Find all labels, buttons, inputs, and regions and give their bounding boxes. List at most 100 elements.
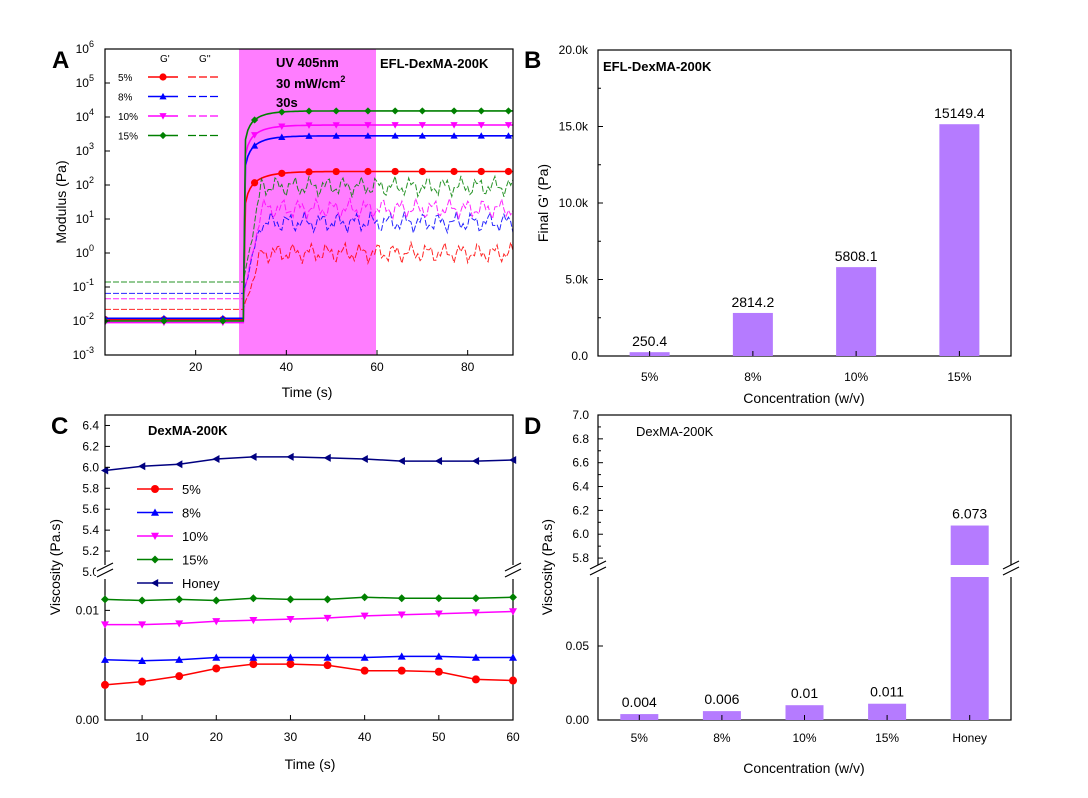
uv-exposure-region — [239, 49, 376, 355]
x-axis-title-d: Concentration (w/v) — [743, 760, 864, 776]
bar-Honey — [950, 525, 989, 720]
point-5% — [323, 661, 332, 670]
legend-c: 5% 8% 10% 15% Honey — [137, 482, 220, 591]
line-10% — [105, 610, 514, 626]
g-prime-point — [504, 167, 513, 176]
g-prime-point — [305, 132, 313, 139]
g-prime-point — [305, 168, 313, 176]
legend-marker-8% — [151, 508, 159, 516]
point-15% — [323, 595, 332, 604]
y-tick-label: 104 — [76, 107, 94, 124]
x-tick-label: 80 — [461, 360, 475, 374]
point-Honey — [397, 457, 405, 466]
y-tick-base: 10 — [76, 76, 90, 90]
panel-b: B 250.4 5% 2814.2 8% 5808.1 10% 15149.4 15% 0.0… — [524, 43, 1012, 406]
chart-title-a: EFL-DexMA-200K — [380, 56, 489, 71]
y-tick-exponent: -3 — [86, 345, 94, 355]
legend-marker-10% — [151, 532, 159, 540]
point-10% — [434, 610, 443, 618]
y-tick-exponent: 2 — [89, 175, 94, 185]
legend-label-5%: 5% — [118, 73, 133, 84]
x-ticks-c: 10 20 30 40 50 60 — [135, 715, 520, 744]
y-ticks-c: 5.0 5.2 5.4 5.6 5.8 6.0 6.2 6.4 0.00 0.01 — [76, 418, 110, 727]
g-prime-point — [418, 122, 426, 129]
y-tick-exponent: 6 — [89, 39, 94, 49]
legend-label-Honey: Honey — [182, 576, 220, 591]
y-tick-label: 6.2 — [82, 439, 99, 453]
legend-marker-15% — [151, 555, 159, 564]
chart-title-b: EFL-DexMA-200K — [603, 59, 712, 74]
g-prime-point — [364, 107, 372, 115]
uv-label-line1: UV 405nm — [276, 55, 339, 70]
point-15% — [249, 594, 258, 603]
y-tick-exponent: 5 — [89, 73, 94, 83]
point-10% — [101, 621, 109, 629]
point-Honey — [323, 453, 331, 462]
y-tick-label: 103 — [76, 141, 94, 158]
y-tick-label: 6.8 — [572, 432, 589, 446]
y-tick-label: 6.4 — [82, 418, 99, 432]
point-8% — [175, 655, 184, 663]
point-Honey — [138, 462, 146, 471]
g-prime-point — [477, 122, 485, 129]
g-prime-point — [160, 317, 168, 325]
g-prime-point — [450, 167, 458, 176]
point-10% — [360, 612, 369, 620]
g-prime-point — [364, 132, 372, 139]
point-5% — [175, 672, 184, 681]
point-8% — [212, 653, 221, 661]
bars-d: 0.004 5% 0.006 8% 0.01 10% 0.011 15% 6.073 Honey — [620, 506, 989, 745]
y-tick-base: 10 — [76, 246, 90, 260]
legend-marker-gprime — [159, 113, 167, 120]
g-prime-point — [251, 142, 259, 149]
point-10% — [397, 611, 406, 619]
x-tick-label: 15% — [875, 731, 899, 745]
y-axis-title-b: Final G' (Pa) — [535, 164, 551, 242]
viscosity-lines — [101, 452, 517, 689]
g-prime-point — [418, 107, 426, 115]
point-8% — [323, 653, 332, 661]
legend-label-15%: 15% — [118, 132, 138, 143]
g-prime-point — [504, 132, 513, 139]
point-15% — [509, 593, 517, 602]
y-tick-label: 0.00 — [76, 713, 100, 727]
point-Honey — [286, 452, 294, 461]
y-tick-label: 105 — [76, 73, 94, 90]
bar-15% — [868, 703, 907, 720]
y-tick-label: 5.8 — [82, 481, 99, 495]
g-double-line-15% — [105, 174, 513, 283]
g-prime-point — [332, 122, 340, 129]
bar-value-label: 0.01 — [791, 685, 818, 701]
axis-break-c — [96, 562, 522, 579]
panel-letter-a: A — [52, 47, 69, 74]
point-15% — [212, 596, 221, 605]
legend-label-8%: 8% — [182, 506, 201, 521]
bar-value-label: 6.073 — [952, 506, 987, 522]
y-tick-label: 10-2 — [73, 311, 94, 328]
point-5% — [249, 660, 258, 669]
point-Honey — [471, 457, 480, 466]
g-prime-point — [305, 122, 313, 129]
x-tick-label: 15% — [947, 370, 971, 384]
bars-b: 250.4 5% 2814.2 8% 5808.1 10% 15149.4 15% — [629, 105, 985, 384]
x-tick-label: 8% — [713, 731, 731, 745]
point-15% — [360, 593, 369, 602]
point-5% — [101, 680, 109, 689]
legend-a: G' G'' 5% 8% 10% 15% — [118, 54, 220, 143]
y-tick-exponent: 4 — [89, 107, 94, 117]
panel-c: C 5.0 5.2 5.4 5.6 5.8 6.0 6.2 6.4 0.00 0.01 10 20 3… — [47, 413, 522, 772]
g-prime-point — [278, 169, 286, 177]
point-5% — [286, 660, 295, 669]
y-ticks-d: 5.8 6.0 6.2 6.4 6.6 6.8 7.0 0.00 0.05 — [566, 408, 603, 727]
g-double-line-8% — [105, 210, 513, 294]
panel-letter-b: B — [524, 47, 541, 74]
y-tick-label: 5.6 — [82, 502, 99, 516]
bar-value-label: 0.006 — [704, 691, 739, 707]
panel-letter-d: D — [524, 413, 541, 440]
x-tick-label: 10% — [792, 731, 816, 745]
g-prime-point — [450, 107, 458, 115]
bar-value-label: 250.4 — [632, 333, 667, 349]
bar-10% — [836, 267, 877, 356]
legend-marker-5% — [151, 485, 159, 493]
